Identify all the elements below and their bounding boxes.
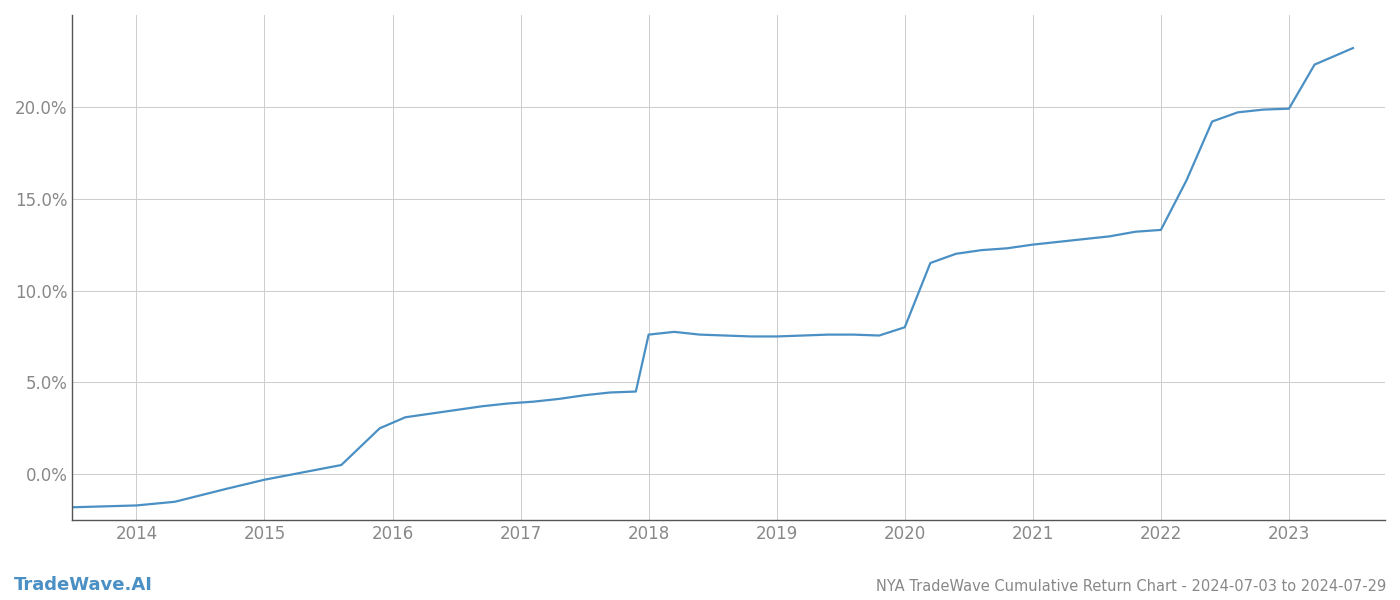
Text: TradeWave.AI: TradeWave.AI <box>14 576 153 594</box>
Text: NYA TradeWave Cumulative Return Chart - 2024-07-03 to 2024-07-29: NYA TradeWave Cumulative Return Chart - … <box>876 579 1386 594</box>
